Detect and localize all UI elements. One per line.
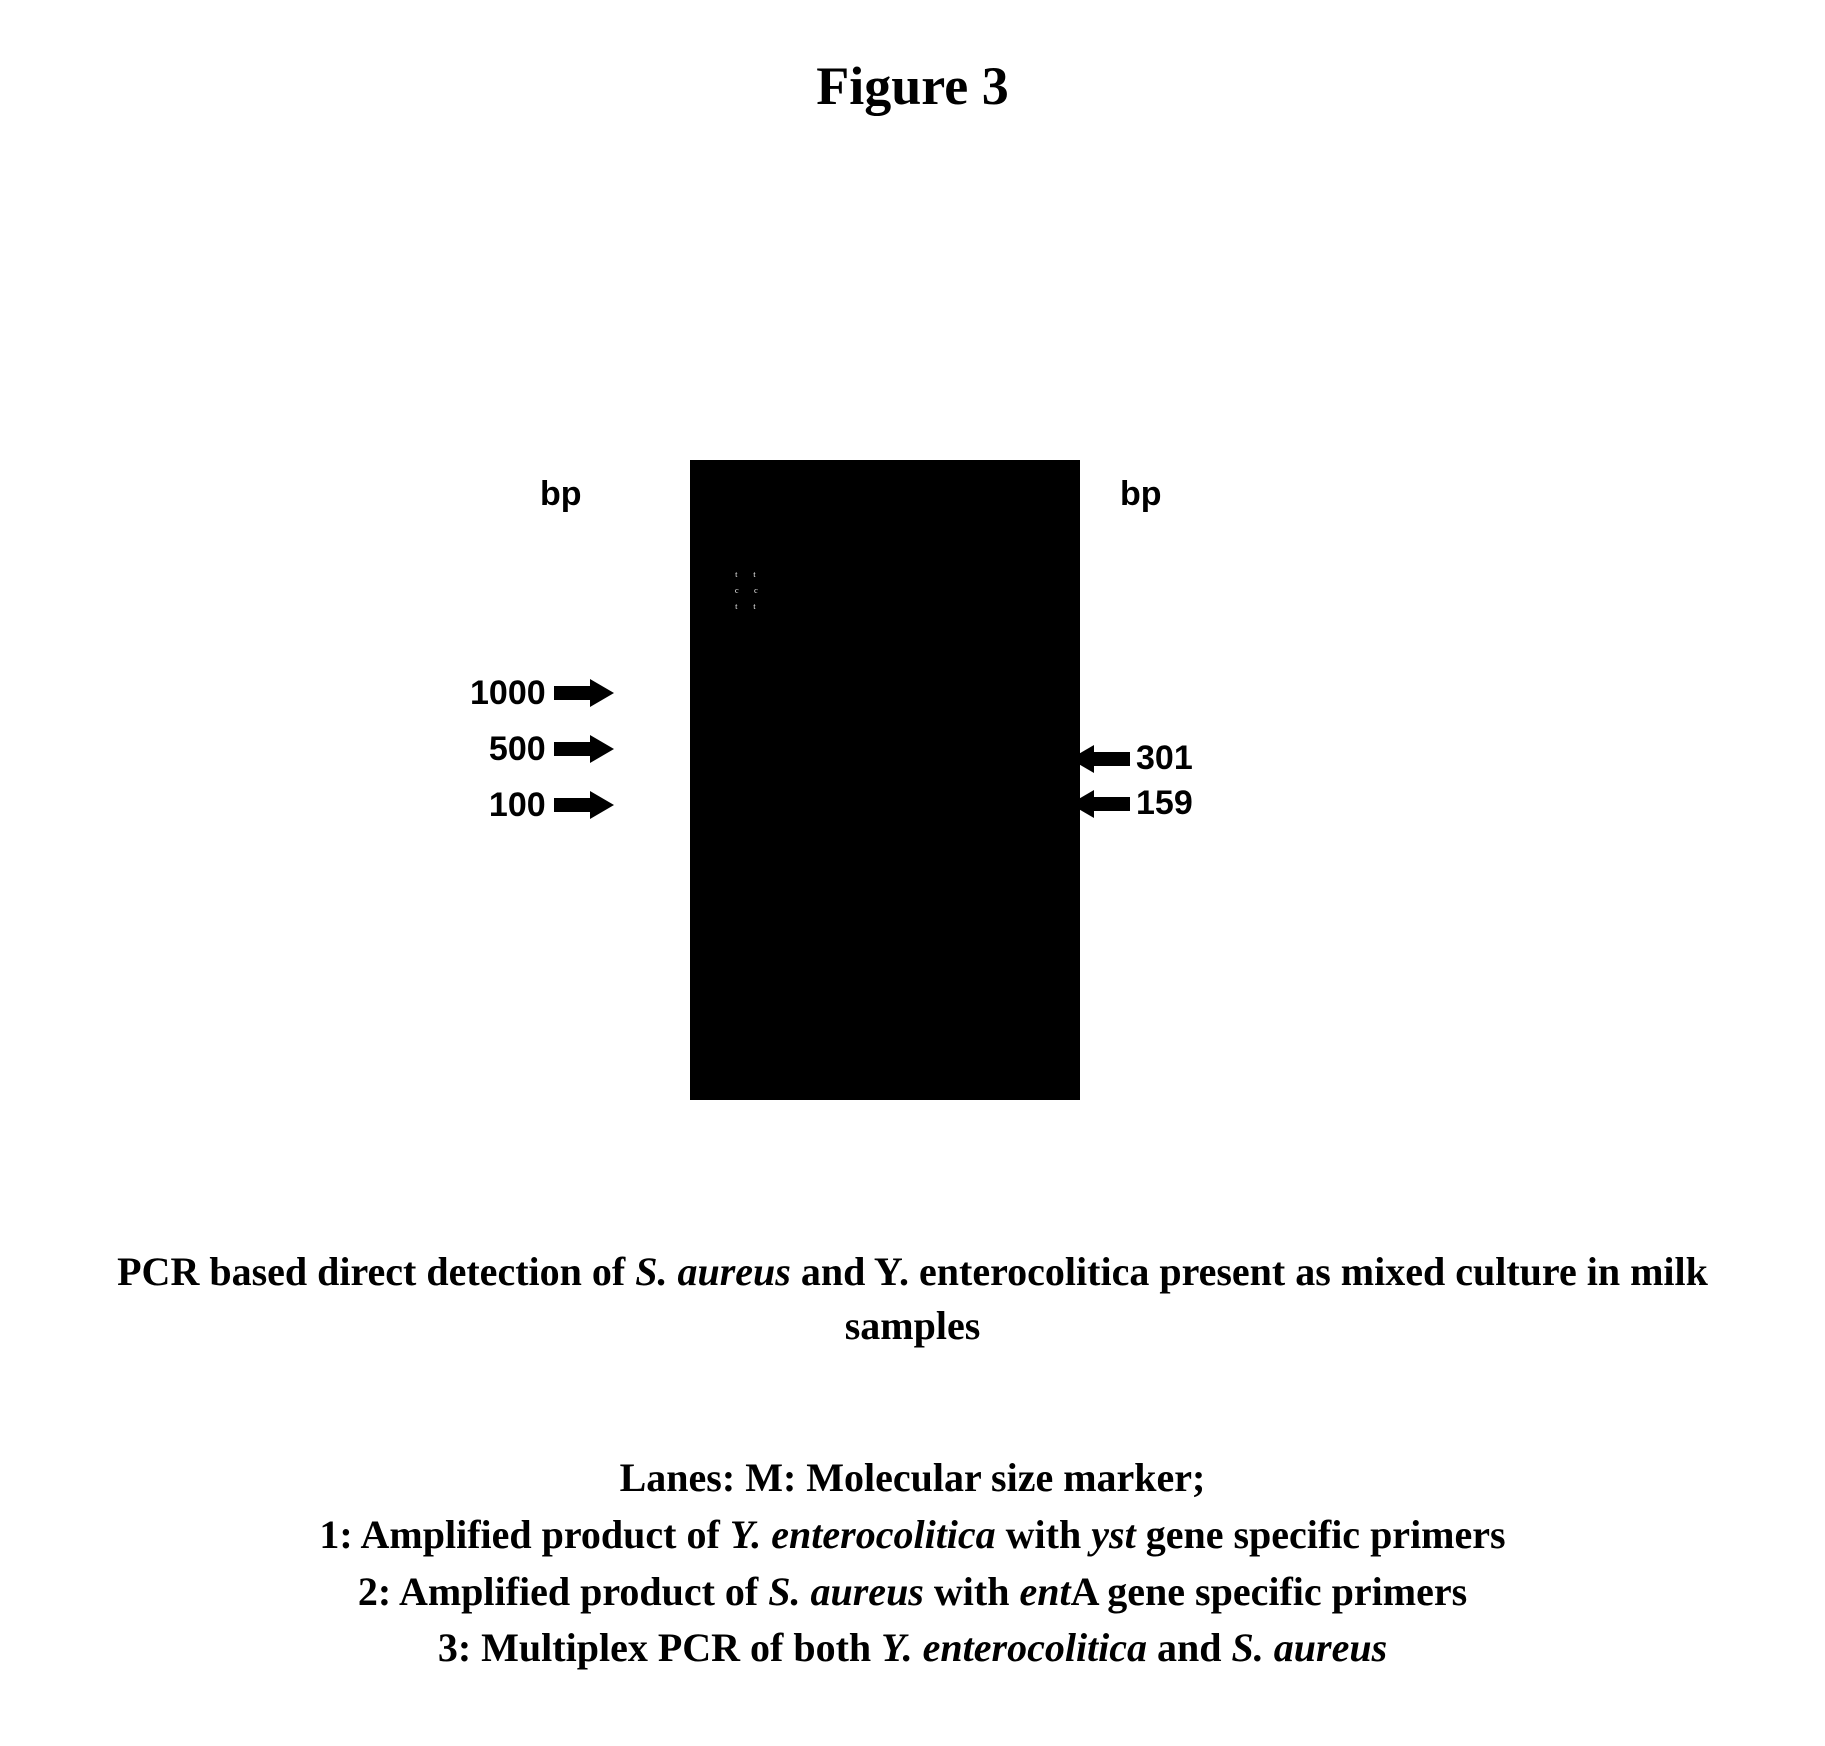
right-marker-labels: 301 159 (1070, 736, 1193, 826)
arrow-right-icon (554, 679, 614, 707)
caption-text: and Y. enterocolitica present as mixed c… (791, 1249, 1708, 1348)
arrow-right-icon (554, 735, 614, 763)
gel-box: ᵗ ᵗᶜ ᶜᵗ ᵗ (690, 460, 1080, 1100)
caption-text-italic: Y. enterocolitica (881, 1625, 1147, 1670)
caption-text: PCR based direct detection of (117, 1249, 635, 1294)
caption-text-italic: Y. enterocolitica (730, 1512, 996, 1557)
marker-159: 159 (1136, 784, 1193, 823)
caption-text: 3: Multiplex PCR of both (438, 1625, 881, 1670)
left-marker-labels: 1000 500 100 (470, 665, 614, 833)
marker-100: 100 (489, 786, 546, 825)
caption-text-italic: S. aureus (635, 1249, 791, 1294)
caption-text-italic: yst (1091, 1512, 1135, 1557)
caption-text: 2: Amplified product of (358, 1569, 768, 1614)
caption-text-italic: S. aureus (1232, 1625, 1388, 1670)
caption-text: gene specific primers (1136, 1512, 1506, 1557)
caption-text: A gene specific primers (1071, 1569, 1468, 1614)
caption-text: with (996, 1512, 1092, 1557)
marker-301: 301 (1136, 739, 1193, 778)
arrow-left-icon (1070, 790, 1130, 818)
arrow-right-icon (554, 791, 614, 819)
arrow-left-icon (1070, 745, 1130, 773)
marker-500: 500 (489, 730, 546, 769)
lane-1: 1: Amplified product of Y. enterocolitic… (140, 1507, 1685, 1564)
figure-caption-lanes: Lanes: M: Molecular size marker; 1: Ampl… (140, 1450, 1685, 1677)
caption-text-italic: S. aureus (768, 1569, 924, 1614)
bp-label-right: bp (1120, 475, 1162, 514)
caption-text: with (924, 1569, 1020, 1614)
marker-1000: 1000 (470, 674, 546, 713)
bp-label-left: bp (540, 475, 582, 514)
gel-wells-marks: ᵗ ᵗᶜ ᶜᵗ ᵗ (735, 570, 764, 618)
caption-text: Lanes: M: Molecular size marker; (620, 1455, 1206, 1500)
figure-title: Figure 3 (0, 55, 1825, 117)
caption-text-italic: ent (1019, 1569, 1070, 1614)
lane-m: Lanes: M: Molecular size marker; (140, 1450, 1685, 1507)
gel-figure: bp bp ᵗ ᵗᶜ ᶜᵗ ᵗ 1000 500 100 (515, 460, 1255, 1100)
caption-text: and (1147, 1625, 1232, 1670)
lane-2: 2: Amplified product of S. aureus with e… (140, 1564, 1685, 1621)
lane-3: 3: Multiplex PCR of both Y. enterocoliti… (140, 1620, 1685, 1677)
figure-caption-main: PCR based direct detection of S. aureus … (90, 1245, 1735, 1353)
caption-text: 1: Amplified product of (319, 1512, 729, 1557)
